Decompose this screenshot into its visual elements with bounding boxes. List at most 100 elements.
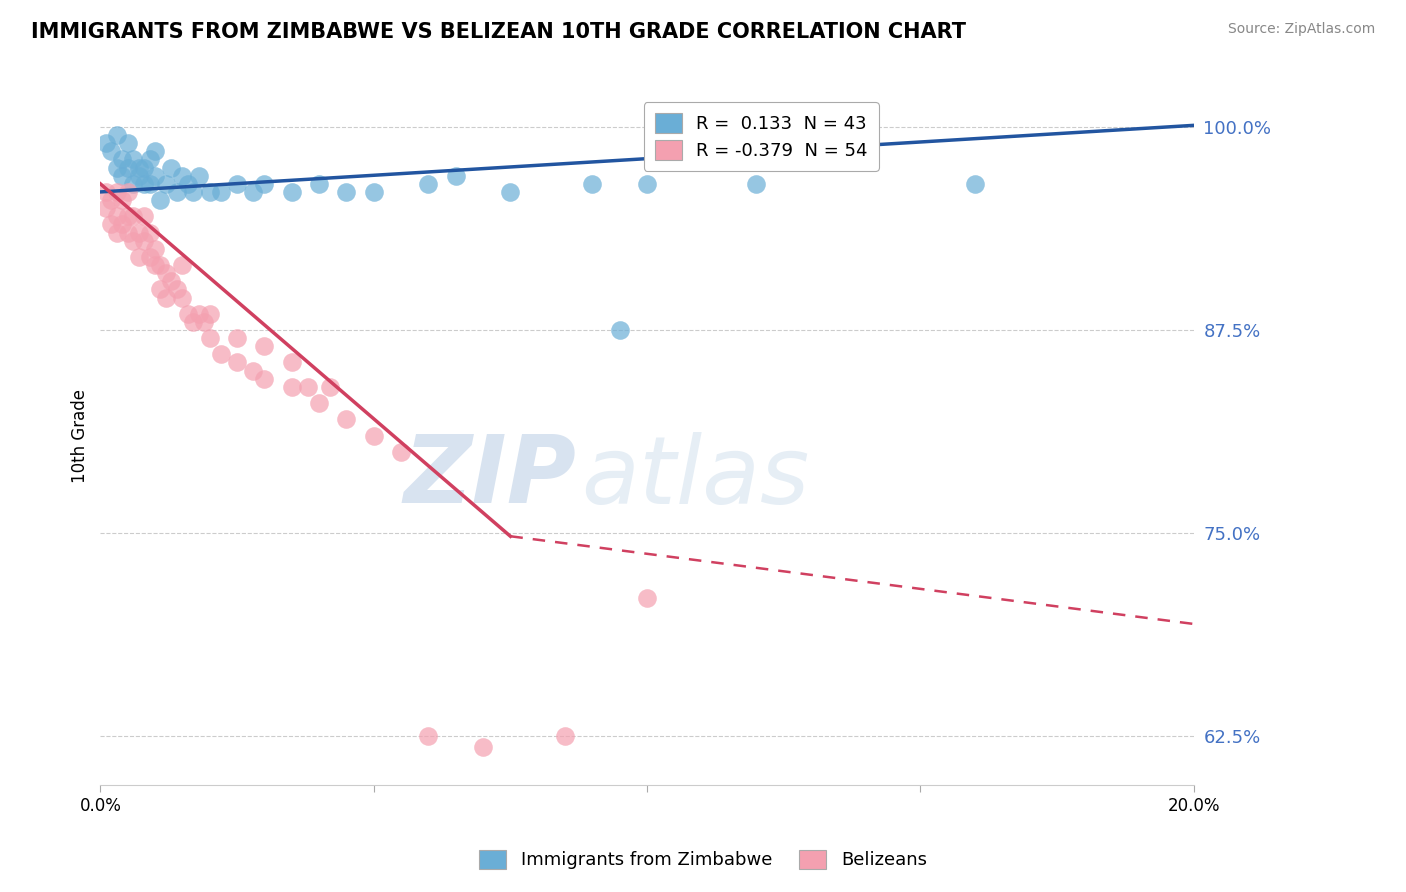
Point [193,315,215,329]
Point [128,169,150,183]
Point [198,185,221,199]
Point [308,177,330,191]
Point [122,153,145,167]
Point [155,177,177,191]
Point [117,209,139,223]
Legend: Immigrants from Zimbabwe, Belizeans: Immigrants from Zimbabwe, Belizeans [470,840,936,879]
Point [581,177,603,191]
Text: Source: ZipAtlas.com: Source: ZipAtlas.com [1227,22,1375,37]
Text: ZIP: ZIP [404,432,576,524]
Point [472,740,495,755]
Point [117,136,139,151]
Point [965,177,987,191]
Point [94,201,117,215]
Point [143,169,166,183]
Point [209,185,232,199]
Point [187,307,209,321]
Point [111,153,134,167]
Point [138,226,160,240]
Point [280,355,302,369]
Point [177,177,200,191]
Point [138,177,160,191]
Point [280,380,302,394]
Point [226,355,249,369]
Point [132,177,155,191]
Point [335,185,357,199]
Point [160,161,183,175]
Point [253,339,276,353]
Point [122,209,145,223]
Point [155,266,177,280]
Point [105,185,128,199]
Point [105,209,128,223]
Point [418,177,440,191]
Point [117,185,139,199]
Point [187,169,209,183]
Point [389,445,412,459]
Legend: R =  0.133  N = 43, R = -0.379  N = 54: R = 0.133 N = 43, R = -0.379 N = 54 [644,103,879,171]
Point [636,591,658,605]
Point [100,193,122,207]
Point [172,169,194,183]
Point [280,185,302,199]
Point [143,258,166,272]
Point [181,315,204,329]
Point [253,177,276,191]
Point [94,185,117,199]
Text: atlas: atlas [582,432,810,523]
Point [209,347,232,361]
Point [94,136,117,151]
Point [122,177,145,191]
Point [100,218,122,232]
Point [253,372,276,386]
Point [149,193,172,207]
Point [499,185,522,199]
Point [363,428,385,442]
Point [363,185,385,199]
Point [160,274,183,288]
Point [166,282,188,296]
Point [172,258,194,272]
Point [122,234,145,248]
Point [319,380,342,394]
Point [242,185,264,199]
Point [226,177,249,191]
Point [138,250,160,264]
Point [128,250,150,264]
Point [111,193,134,207]
Point [745,177,768,191]
Point [105,161,128,175]
Point [117,161,139,175]
Point [105,128,128,142]
Point [177,307,200,321]
Point [138,153,160,167]
Point [242,363,264,377]
Point [297,380,319,394]
Point [181,185,204,199]
Text: IMMIGRANTS FROM ZIMBABWE VS BELIZEAN 10TH GRADE CORRELATION CHART: IMMIGRANTS FROM ZIMBABWE VS BELIZEAN 10T… [31,22,966,42]
Point [111,169,134,183]
Point [335,412,357,426]
Point [166,185,188,199]
Point [554,729,576,743]
Point [117,226,139,240]
Point [128,226,150,240]
Point [105,226,128,240]
Point [128,161,150,175]
Point [609,323,631,337]
Point [149,258,172,272]
Point [198,331,221,345]
Point [111,218,134,232]
Point [132,161,155,175]
Point [132,209,155,223]
Point [636,177,658,191]
Point [226,331,249,345]
Point [149,282,172,296]
Point [308,396,330,410]
Point [444,169,467,183]
Point [143,145,166,159]
Point [198,307,221,321]
Y-axis label: 10th Grade: 10th Grade [72,389,89,483]
Point [143,242,166,256]
Point [100,145,122,159]
